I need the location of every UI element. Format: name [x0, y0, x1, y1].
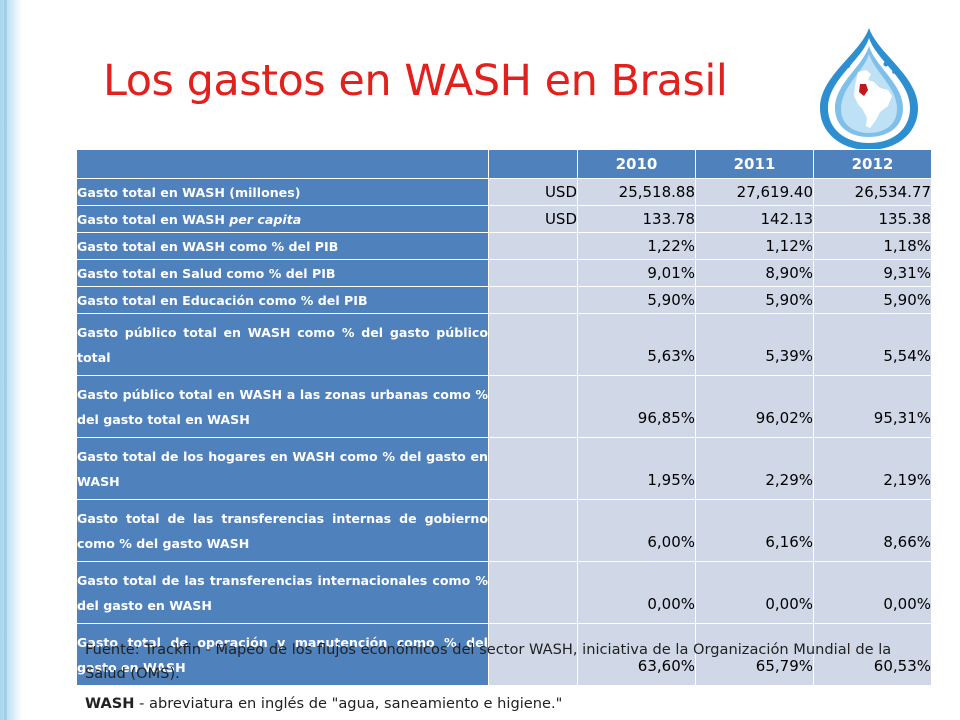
- table-row: Gasto total en WASH como % del PIB 1,22%…: [76, 232, 932, 260]
- row-label-italic: per capita: [229, 211, 302, 227]
- cell-2011: 65,79%: [695, 623, 814, 686]
- row-unit: [488, 499, 578, 562]
- cell-2011: 2,29%: [695, 437, 814, 500]
- table-row: Gasto público total en WASH como % del g…: [76, 313, 932, 376]
- row-label: Gasto total en WASH (millones): [76, 178, 489, 206]
- header-unit-col: [488, 149, 578, 179]
- row-label: Gasto total de las transferencias intern…: [76, 499, 489, 562]
- cell-2012: 26,534.77: [813, 178, 932, 206]
- row-label: Gasto público total en WASH como % del g…: [76, 313, 489, 376]
- row-label: Gasto total en Salud como % del PIB: [76, 259, 489, 287]
- cell-2012: 5,90%: [813, 286, 932, 314]
- table-row: Gasto total en Salud como % del PIB 9,01…: [76, 259, 932, 287]
- row-unit: [488, 232, 578, 260]
- cell-2012: 8,66%: [813, 499, 932, 562]
- page-title: Los gastos en WASH en Brasil: [103, 56, 728, 106]
- table-row: Gasto total de las transferencias intern…: [76, 499, 932, 562]
- table-row: Gasto total de operación y manutención c…: [76, 623, 932, 686]
- cell-2010: 5,90%: [577, 286, 696, 314]
- row-unit: [488, 437, 578, 500]
- header-label-col: [76, 149, 489, 179]
- row-label: Gasto total en Educación como % del PIB: [76, 286, 489, 314]
- row-unit: USD: [488, 205, 578, 233]
- cell-2010: 133.78: [577, 205, 696, 233]
- cell-2011: 142.13: [695, 205, 814, 233]
- abbreviation-note: WASH - abreviatura en inglés de "agua, s…: [85, 694, 935, 714]
- row-label: Gasto total de operación y manutención c…: [76, 623, 489, 686]
- table-row: Gasto total en WASH (millones) USD 25,51…: [76, 178, 932, 206]
- cell-2011: 96,02%: [695, 375, 814, 438]
- abbreviation-definition: - abreviatura en inglés de "agua, saneam…: [134, 695, 563, 712]
- cell-2012: 135.38: [813, 205, 932, 233]
- row-label: Gasto total en WASH como % del PIB: [76, 232, 489, 260]
- cell-2010: 1,22%: [577, 232, 696, 260]
- row-unit: [488, 286, 578, 314]
- cell-2011: 8,90%: [695, 259, 814, 287]
- row-unit: [488, 375, 578, 438]
- table-row: Gasto público total en WASH a las zonas …: [76, 375, 932, 438]
- cell-2012: 0,00%: [813, 561, 932, 624]
- table-row: Gasto total en Educación como % del PIB …: [76, 286, 932, 314]
- header-year-2010: 2010: [577, 149, 696, 179]
- water-drop-americas-logo-icon: [808, 24, 930, 152]
- row-label: Gasto total en WASH per capita: [76, 205, 489, 233]
- cell-2012: 60,53%: [813, 623, 932, 686]
- cell-2010: 63,60%: [577, 623, 696, 686]
- row-label-main: Gasto total en WASH: [77, 211, 230, 227]
- cell-2012: 95,31%: [813, 375, 932, 438]
- table-header-row: 2010 2011 2012: [76, 149, 932, 179]
- header-year-2012: 2012: [813, 149, 932, 179]
- cell-2010: 1,95%: [577, 437, 696, 500]
- row-unit: [488, 259, 578, 287]
- row-unit: [488, 561, 578, 624]
- cell-2011: 6,16%: [695, 499, 814, 562]
- cell-2011: 27,619.40: [695, 178, 814, 206]
- cell-2010: 96,85%: [577, 375, 696, 438]
- table-row: Gasto total en WASH per capita USD 133.7…: [76, 205, 932, 233]
- abbreviation-term: WASH: [85, 695, 135, 712]
- row-label: Gasto público total en WASH a las zonas …: [76, 375, 489, 438]
- cell-2012: 1,18%: [813, 232, 932, 260]
- header-year-2011: 2011: [695, 149, 814, 179]
- table-row: Gasto total de los hogares en WASH como …: [76, 437, 932, 500]
- wash-spending-table: 2010 2011 2012 Gasto total en WASH (mill…: [76, 149, 932, 686]
- table-row: Gasto total de las transferencias intern…: [76, 561, 932, 624]
- cell-2011: 5,39%: [695, 313, 814, 376]
- row-unit: [488, 313, 578, 376]
- cell-2011: 1,12%: [695, 232, 814, 260]
- row-label: Gasto total de los hogares en WASH como …: [76, 437, 489, 500]
- cell-2010: 6,00%: [577, 499, 696, 562]
- cell-2012: 5,54%: [813, 313, 932, 376]
- cell-2012: 9,31%: [813, 259, 932, 287]
- source-note: Fuente: Trackfin - Mapeo de los flujos e…: [85, 641, 892, 682]
- cell-2010: 9,01%: [577, 259, 696, 287]
- cell-2010: 5,63%: [577, 313, 696, 376]
- row-label: Gasto total de las transferencias intern…: [76, 561, 489, 624]
- row-unit: USD: [488, 178, 578, 206]
- decorative-side-bar: [0, 0, 22, 720]
- row-unit: [488, 623, 578, 686]
- cell-2010: 0,00%: [577, 561, 696, 624]
- cell-2011: 0,00%: [695, 561, 814, 624]
- cell-2011: 5,90%: [695, 286, 814, 314]
- cell-2012: 2,19%: [813, 437, 932, 500]
- cell-2010: 25,518.88: [577, 178, 696, 206]
